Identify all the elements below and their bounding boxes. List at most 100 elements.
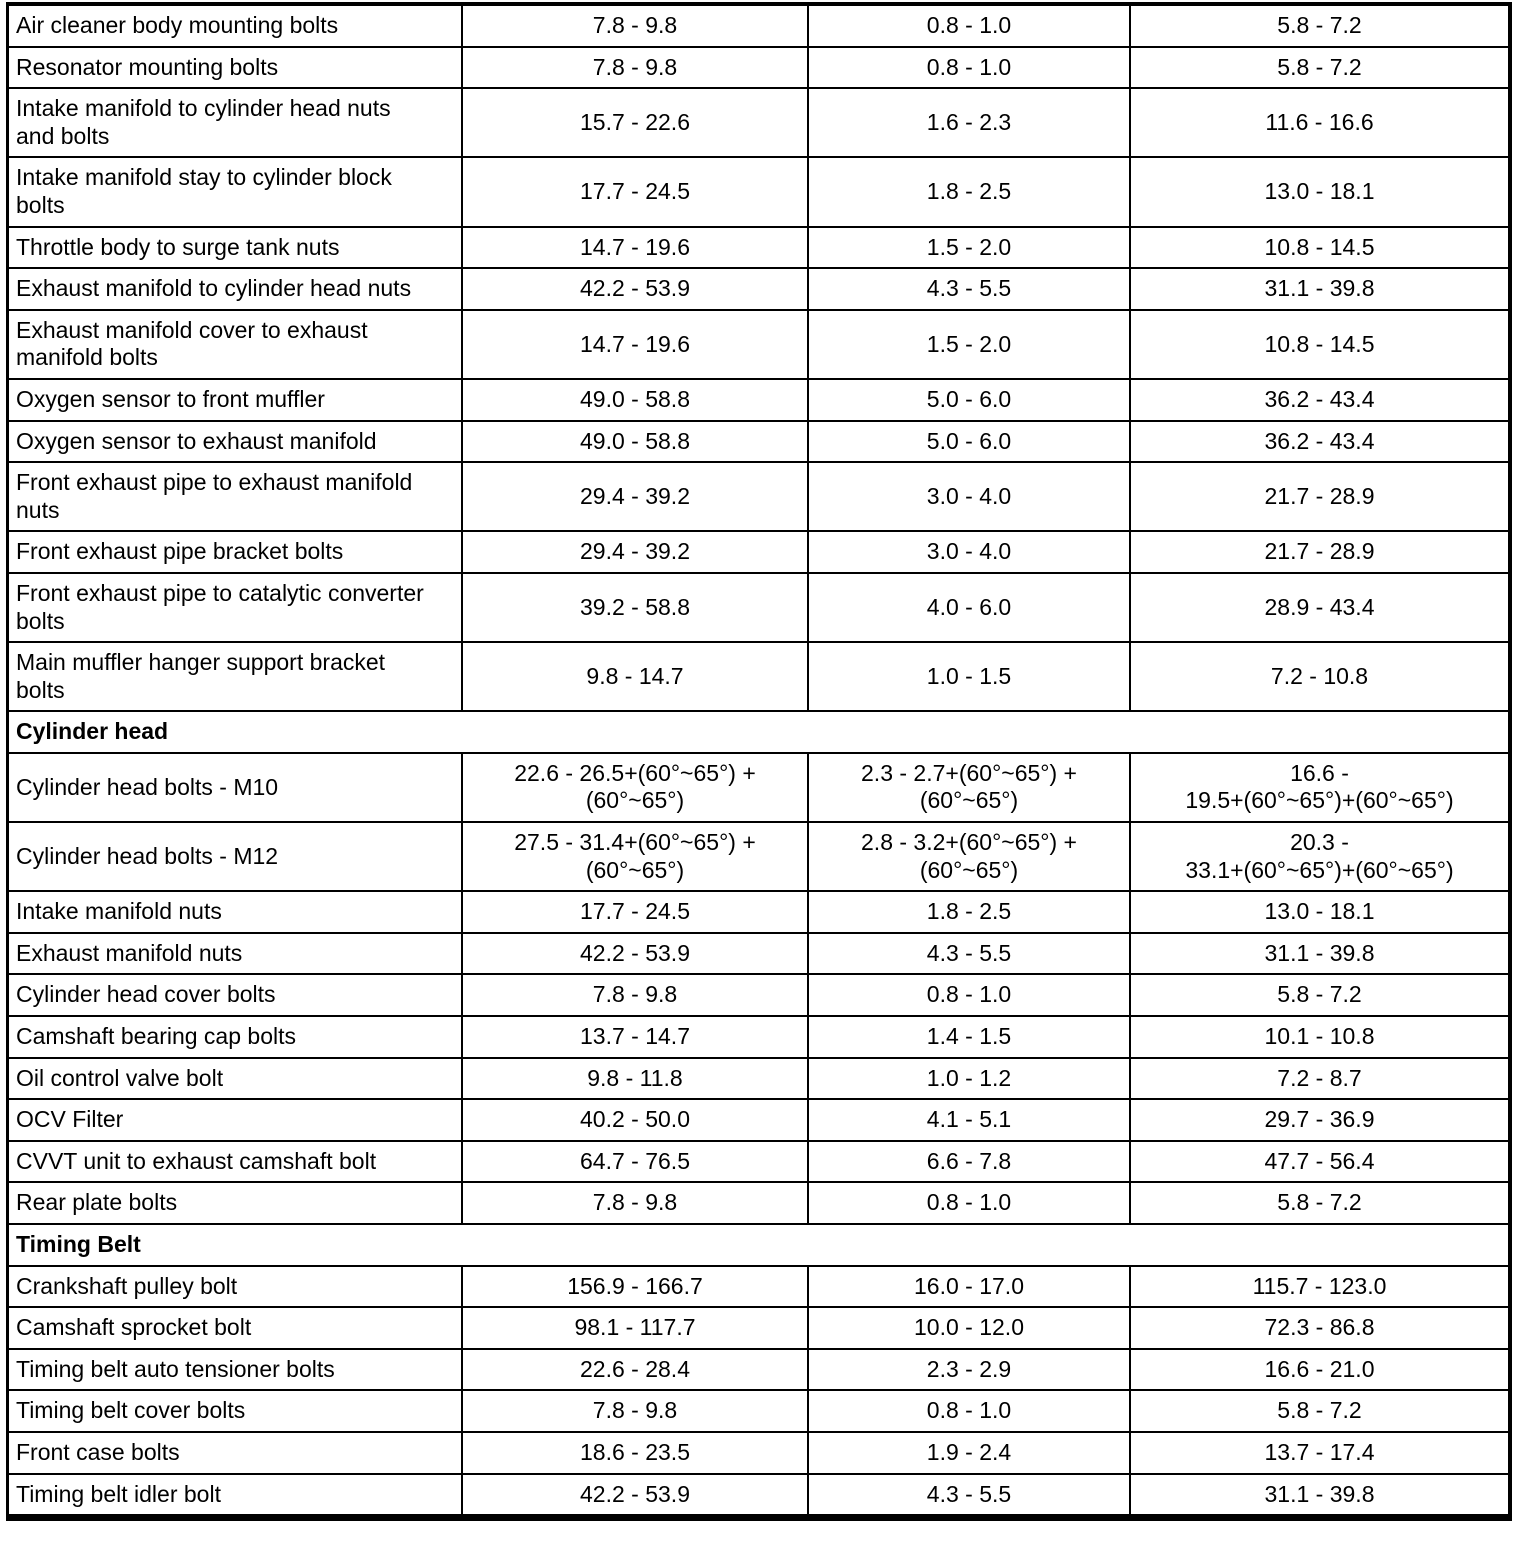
spec-value-cell-2: 4.0 - 6.0 xyxy=(807,573,1129,642)
spec-value-cell-2: 2.8 - 3.2+(60°~65°) + (60°~65°) xyxy=(807,823,1129,891)
spec-value-cell-1: 17.7 - 24.5 xyxy=(461,892,807,932)
section-title: Cylinder head xyxy=(16,718,169,745)
spec-value-cell-3: 115.7 - 123.0 xyxy=(1129,1266,1508,1307)
spec-value-cell-2: 2.3 - 2.7+(60°~65°) + (60°~65°) xyxy=(807,753,1129,822)
item-label-cell: Intake manifold stay to cylinder block b… xyxy=(16,164,392,218)
spec-value-cell-2: 0.8 - 1.0 xyxy=(807,1391,1129,1431)
spec-row: Oil control valve bolt 9.8 - 11.8 1.0 - 1.… xyxy=(9,1056,1508,1099)
spec-value-cell-3: 36.2 - 43.4 xyxy=(1129,421,1508,462)
spec-value-cell-3: 36.2 - 43.4 xyxy=(1129,379,1508,420)
item-label-cell: Timing belt cover bolts xyxy=(16,1397,246,1424)
section-header-row: Timing Belt xyxy=(9,1223,1508,1265)
spec-row: Exhaust manifold nuts 42.2 - 53.9 4.3 - 5.… xyxy=(9,931,1508,974)
spec-value-cell-2: 16.0 - 17.0 xyxy=(807,1266,1129,1307)
spec-value-cell-3: 13.0 - 18.1 xyxy=(1129,892,1508,932)
item-label-cell: Crankshaft pulley bolt xyxy=(16,1272,238,1299)
spec-value-cell-1: 14.7 - 19.6 xyxy=(461,227,807,268)
spec-value-cell-2: 10.0 - 12.0 xyxy=(807,1308,1129,1348)
spec-value-cell-2: 1.0 - 1.2 xyxy=(807,1058,1129,1099)
spec-row: Throttle body to surge tank nuts 14.7 - 1… xyxy=(9,225,1508,268)
spec-row: Camshaft sprocket bolt 98.1 - 117.7 10.0 -… xyxy=(9,1306,1508,1348)
spec-value-cell-3: 13.7 - 17.4 xyxy=(1129,1432,1508,1473)
spec-value-cell-2: 1.4 - 1.5 xyxy=(807,1017,1129,1057)
spec-row: OCV Filter 40.2 - 50.0 4.1 - 5.1 29.7 - 36.… xyxy=(9,1098,1508,1140)
spec-value-cell-2: 4.3 - 5.5 xyxy=(807,1474,1129,1515)
spec-value-cell-2: 4.3 - 5.5 xyxy=(807,933,1129,974)
spec-value-cell-3: 10.8 - 14.5 xyxy=(1129,310,1508,378)
spec-value-cell-1: 42.2 - 53.9 xyxy=(461,1474,807,1515)
spec-value-cell-1: 14.7 - 19.6 xyxy=(461,310,807,378)
item-label-cell: Camshaft bearing cap bolts xyxy=(16,1023,296,1050)
section-header-row: Cylinder head xyxy=(9,710,1508,752)
spec-value-cell-2: 1.6 - 2.3 xyxy=(807,89,1129,157)
item-label-cell: Oil control valve bolt xyxy=(16,1064,224,1091)
spec-row: Timing belt cover bolts 7.8 - 9.8 0.8 - 1.… xyxy=(9,1389,1508,1431)
item-label-cell: Cylinder head bolts - M10 xyxy=(16,773,279,800)
spec-value-cell-2: 3.0 - 4.0 xyxy=(807,532,1129,572)
item-label-cell: Oxygen sensor to front muffler xyxy=(16,385,325,412)
spec-value-cell-3: 72.3 - 86.8 xyxy=(1129,1308,1508,1348)
spec-value-cell-2: 4.3 - 5.5 xyxy=(807,269,1129,309)
spec-value-cell-2: 0.8 - 1.0 xyxy=(807,975,1129,1016)
item-label-cell: Front exhaust pipe bracket bolts xyxy=(16,538,344,565)
item-label-cell: Intake manifold nuts xyxy=(16,898,222,925)
spec-row: Cylinder head cover bolts 7.8 - 9.8 0.8 - … xyxy=(9,973,1508,1016)
spec-row: Front case bolts 18.6 - 23.5 1.9 - 2.4 13.7… xyxy=(9,1430,1508,1473)
spec-value-cell-2: 4.1 - 5.1 xyxy=(807,1100,1129,1140)
spec-value-cell-1: 15.7 - 22.6 xyxy=(461,89,807,157)
spec-row: CVVT unit to exhaust camshaft bolt 64.7 -… xyxy=(9,1139,1508,1182)
spec-row: Resonator mounting bolts 7.8 - 9.8 0.8 - 1… xyxy=(9,45,1508,88)
item-label-cell: Resonator mounting bolts xyxy=(16,53,279,80)
item-label-cell: Air cleaner body mounting bolts xyxy=(16,12,339,38)
spec-row: Oxygen sensor to exhaust manifold 49.0 - … xyxy=(9,419,1508,462)
spec-row: Main muffler hanger support bracket bolt… xyxy=(9,641,1508,711)
spec-value-cell-3: 7.2 - 10.8 xyxy=(1129,643,1508,711)
item-label-cell: Main muffler hanger support bracket bolt… xyxy=(16,649,386,703)
spec-value-cell-1: 9.8 - 14.7 xyxy=(461,643,807,711)
torque-spec-table: Air cleaner body mounting bolts 7.8 - 9.8… xyxy=(6,2,1512,1522)
spec-value-cell-1: 64.7 - 76.5 xyxy=(461,1141,807,1182)
item-label-cell: Timing belt idler bolt xyxy=(16,1480,221,1507)
spec-value-cell-2: 0.8 - 1.0 xyxy=(807,1183,1129,1223)
spec-value-cell-3: 5.8 - 7.2 xyxy=(1129,975,1508,1016)
spec-value-cell-1: 22.6 - 28.4 xyxy=(461,1349,807,1390)
spec-value-cell-1: 7.8 - 9.8 xyxy=(461,1183,807,1223)
spec-row: Intake manifold stay to cylinder block b… xyxy=(9,156,1508,226)
spec-row: Intake manifold nuts 17.7 - 24.5 1.8 - 2.5… xyxy=(9,890,1508,932)
spec-value-cell-2: 0.8 - 1.0 xyxy=(807,6,1129,46)
spec-row: Exhaust manifold to cylinder head nuts 42… xyxy=(9,267,1508,309)
spec-value-cell-2: 5.0 - 6.0 xyxy=(807,379,1129,420)
spec-value-cell-1: 40.2 - 50.0 xyxy=(461,1100,807,1140)
spec-value-cell-2: 1.5 - 2.0 xyxy=(807,227,1129,268)
spec-value-cell-1: 13.7 - 14.7 xyxy=(461,1017,807,1057)
item-label-cell: Cylinder head cover bolts xyxy=(16,981,276,1008)
spec-value-cell-3: 5.8 - 7.2 xyxy=(1129,6,1508,46)
spec-row: Front exhaust pipe bracket bolts 29.4 - 3… xyxy=(9,530,1508,572)
spec-row: Oxygen sensor to front muffler 49.0 - 58.… xyxy=(9,377,1508,420)
spec-value-cell-3: 5.8 - 7.2 xyxy=(1129,1183,1508,1223)
item-label-cell: Throttle body to surge tank nuts xyxy=(16,233,340,260)
spec-value-cell-2: 1.8 - 2.5 xyxy=(807,892,1129,932)
spec-value-cell-1: 49.0 - 58.8 xyxy=(461,379,807,420)
spec-value-cell-1: 7.8 - 9.8 xyxy=(461,47,807,88)
item-label-cell: Front exhaust pipe to exhaust manifold n… xyxy=(16,469,413,523)
spec-value-cell-3: 47.7 - 56.4 xyxy=(1129,1141,1508,1182)
spec-value-cell-3: 31.1 - 39.8 xyxy=(1129,269,1508,309)
spec-value-cell-1: 39.2 - 58.8 xyxy=(461,573,807,642)
spec-value-cell-1: 22.6 - 26.5+(60°~65°) + (60°~65°) xyxy=(461,753,807,822)
spec-value-cell-3: 7.2 - 8.7 xyxy=(1129,1058,1508,1099)
item-label-cell: Front case bolts xyxy=(16,1438,180,1465)
spec-value-cell-1: 29.4 - 39.2 xyxy=(461,532,807,572)
spec-value-cell-1: 29.4 - 39.2 xyxy=(461,463,807,531)
spec-row: Cylinder head bolts - M12 27.5 - 31.4+(60… xyxy=(9,821,1508,891)
spec-row: Intake manifold to cylinder head nuts an… xyxy=(9,87,1508,157)
item-label-cell: Cylinder head bolts - M12 xyxy=(16,842,279,869)
spec-value-cell-2: 5.0 - 6.0 xyxy=(807,421,1129,462)
spec-value-cell-1: 42.2 - 53.9 xyxy=(461,269,807,309)
spec-value-cell-2: 1.5 - 2.0 xyxy=(807,310,1129,378)
section-title: Timing Belt xyxy=(16,1231,141,1257)
spec-value-cell-1: 7.8 - 9.8 xyxy=(461,6,807,46)
item-label-cell: Front exhaust pipe to catalytic converte… xyxy=(16,579,424,634)
spec-value-cell-3: 21.7 - 28.9 xyxy=(1129,463,1508,531)
spec-value-cell-2: 6.6 - 7.8 xyxy=(807,1141,1129,1182)
